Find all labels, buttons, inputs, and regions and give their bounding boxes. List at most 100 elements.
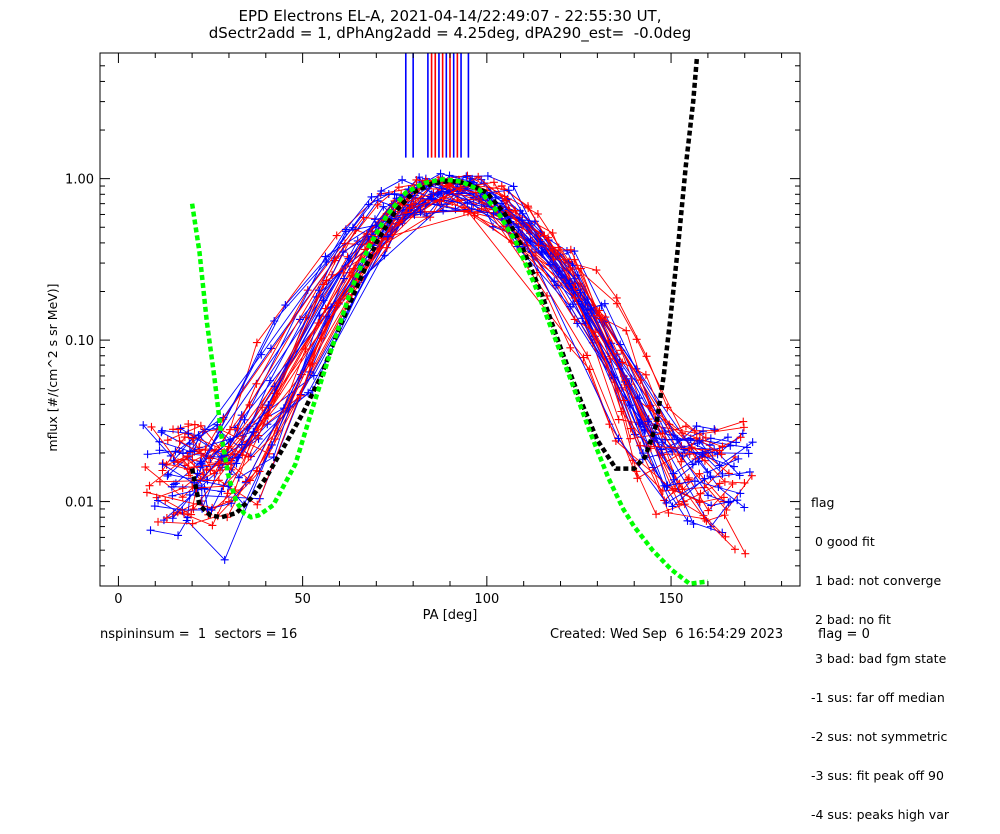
spectrum-marker: [456, 183, 465, 192]
spectrum-marker: [570, 293, 579, 302]
spectrum-marker: [548, 229, 557, 238]
spectrum-marker: [736, 489, 745, 498]
spectrum-marker: [416, 208, 425, 217]
x-tick-label: 100: [474, 592, 499, 607]
spectrum-marker: [220, 555, 229, 564]
flag-legend-entry: -4 sus: peaks high var: [811, 807, 950, 822]
spectrum-marker: [587, 309, 596, 318]
spectrum-marker: [675, 500, 684, 509]
flag-legend-entry: 3 bad: bad fgm state: [811, 651, 947, 666]
spectrum-marker: [234, 453, 243, 462]
footer-spin-info: nspininsum = 1 sectors = 16: [100, 627, 298, 642]
spectrum-marker: [663, 481, 672, 490]
spectrum-marker: [319, 280, 328, 289]
spectrum-marker: [724, 498, 733, 507]
spectrum-marker: [217, 452, 226, 461]
spectrum-marker: [718, 469, 727, 478]
spectrum-marker: [641, 370, 650, 379]
spectrum-marker: [245, 400, 254, 409]
spectrum-marker: [592, 311, 601, 320]
spectrum-marker: [739, 423, 748, 432]
flag-legend: flag 0 good fit 1 bad: not converge 2 ba…: [811, 470, 949, 834]
spectrum-marker: [471, 188, 480, 197]
spectrum-marker: [554, 243, 563, 252]
spectrum-marker: [474, 172, 483, 181]
spectrum-marker: [728, 479, 737, 488]
spectrum-marker: [639, 449, 648, 458]
spectrum-marker: [207, 506, 216, 515]
spectrum-line: [187, 184, 707, 456]
y-tick-label: 0.01: [65, 496, 94, 511]
spectrum-marker: [643, 417, 652, 426]
spectrum-marker: [748, 438, 757, 447]
plot-canvas: 0 50 100 150 0.01 0.10 1.00 PA [deg] mflux [#/(c…: [45, 52, 801, 623]
y-tick-label: 1.00: [65, 173, 94, 188]
spectrum-marker: [427, 190, 436, 199]
spectrum-marker: [141, 462, 150, 471]
spectrum-marker: [367, 192, 376, 201]
spectrum-marker: [184, 429, 193, 438]
spectrum-marker: [264, 401, 273, 410]
flag-legend-entry: -1 sus: far off median: [811, 690, 945, 705]
spectrum-marker: [669, 469, 678, 478]
spectrum-marker: [266, 376, 275, 385]
spectrum-marker: [200, 484, 209, 493]
spectrum-marker: [196, 421, 205, 430]
spectrum-marker: [723, 433, 732, 442]
spectrum-marker: [614, 434, 623, 443]
spectrum-marker: [309, 371, 318, 380]
spectrum-marker: [158, 460, 167, 469]
spectrum-line: [145, 198, 724, 503]
spectrum-marker: [395, 218, 404, 227]
spectrum-marker: [689, 520, 698, 529]
spectrum-marker: [188, 434, 197, 443]
spectrum-marker: [704, 491, 713, 500]
spectrum-marker: [442, 200, 451, 209]
spectrum-marker: [668, 502, 677, 511]
spectrum-marker: [167, 482, 176, 491]
spectrum-marker: [173, 458, 182, 467]
spectrum-marker: [225, 425, 234, 434]
spectrum-marker: [163, 436, 172, 445]
footer-created: Created: Wed Sep 6 16:54:29 2023: [550, 627, 784, 642]
spectrum-marker: [264, 411, 273, 420]
spectrum-marker: [146, 526, 155, 535]
spectrum-marker: [379, 202, 388, 211]
spectrum-marker: [189, 505, 198, 514]
spectrum-marker: [377, 187, 386, 196]
spectrum-marker: [695, 437, 704, 446]
spectrum-marker: [699, 427, 708, 436]
spectrum-marker: [258, 403, 267, 412]
spectrum-marker: [257, 350, 266, 359]
spectrum-marker: [382, 243, 391, 252]
spectrum-marker: [339, 248, 348, 257]
spectrum-marker: [509, 182, 518, 191]
x-axis-label: PA [deg]: [423, 608, 478, 623]
spectrum-marker: [304, 388, 313, 397]
spectrum-marker: [470, 211, 479, 220]
spectrum-marker: [224, 497, 233, 506]
spectrum-marker: [626, 401, 635, 410]
spectrum-marker: [439, 193, 448, 202]
spectrum-marker: [370, 215, 379, 224]
spectrum-marker: [736, 433, 745, 442]
spectrum-marker: [142, 488, 151, 497]
x-tick-label: 150: [659, 592, 684, 607]
spectrum-marker: [322, 257, 331, 266]
spectrum-marker: [349, 264, 358, 273]
spectrum-line: [157, 188, 726, 538]
spectrum-marker: [179, 455, 188, 464]
spectrum-marker: [684, 473, 693, 482]
spectrum-marker: [570, 274, 579, 283]
spectrum-marker: [678, 428, 687, 437]
spectrum-marker: [664, 508, 673, 517]
spectrum-marker: [692, 422, 701, 431]
spectrum-marker: [698, 449, 707, 458]
spectrum-marker: [741, 549, 750, 558]
spectrum-marker: [183, 452, 192, 461]
spectrum-marker: [706, 522, 715, 531]
spectrum-marker: [267, 440, 276, 449]
spectrum-marker: [695, 469, 704, 478]
spectrum-marker: [740, 503, 749, 512]
spectrum-marker: [735, 471, 744, 480]
